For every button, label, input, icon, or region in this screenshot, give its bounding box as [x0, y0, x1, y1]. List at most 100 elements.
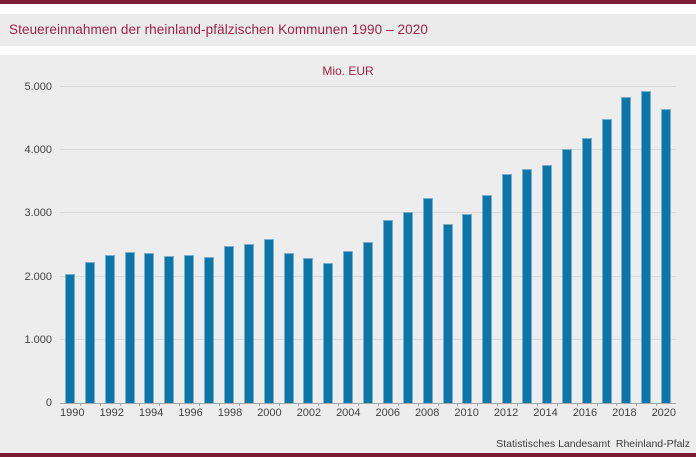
bar-2011: [482, 195, 493, 403]
x-tick-label: [400, 407, 415, 419]
bar-2003: [323, 263, 334, 403]
x-tick-label: [124, 407, 139, 419]
x-axis-tick: [397, 403, 399, 406]
x-axis-tick: [656, 403, 658, 406]
bar-slot: [140, 87, 160, 403]
bar-slot: [636, 87, 656, 403]
x-axis-tick: [79, 403, 81, 406]
bar-slot: [199, 87, 219, 403]
x-tick-label: [361, 407, 376, 419]
x-axis-tick: [477, 403, 479, 406]
x-axis-tick: [119, 403, 121, 406]
bar-1992: [104, 255, 115, 403]
bar-slot: [517, 87, 537, 403]
x-tick-label: 2010: [454, 407, 479, 419]
bar-2014: [541, 165, 552, 403]
x-axis-tick: [517, 403, 519, 406]
bar-slot: [239, 87, 259, 403]
chart-panel: Mio. EUR 0 1.000 2.000 3.000 4.000 5.000 1990…: [0, 55, 696, 453]
x-axis-tick: [298, 403, 300, 406]
bar-1999: [243, 244, 254, 403]
title-band: Steuereinnahmen der rheinland-pfälzische…: [0, 14, 696, 46]
y-tick-label: 4.000: [24, 144, 52, 157]
bar-2008: [422, 197, 433, 403]
bar-slot: [179, 87, 199, 403]
x-axis-tick: [536, 403, 538, 406]
x-tick-label: [203, 407, 218, 419]
bar-slot: [338, 87, 358, 403]
bar-2020: [661, 109, 672, 403]
x-tick-label: 1994: [138, 407, 164, 419]
bar-2004: [343, 250, 354, 403]
y-tick-label: 2.000: [24, 270, 52, 283]
bar-slot: [358, 87, 378, 403]
x-tick-label: [242, 407, 257, 419]
x-tick-label: 1990: [60, 407, 85, 419]
x-tick-label: 2020: [651, 407, 677, 419]
x-tick-label: 2004: [336, 407, 361, 419]
bar-1991: [84, 262, 95, 403]
x-tick-label: 2008: [414, 407, 440, 419]
x-tick-label: 2002: [296, 407, 322, 419]
x-tick-label: 2018: [612, 407, 637, 419]
bar-slot: [477, 87, 497, 403]
x-axis-tick: [218, 403, 220, 406]
x-tick-label: 2012: [493, 407, 519, 419]
x-tick-label: [479, 407, 494, 419]
bar-slot: [100, 87, 120, 403]
bar-slot: [656, 87, 676, 403]
x-tick-label: 2006: [375, 407, 400, 419]
bar-1996: [184, 255, 195, 403]
bar-slot: [418, 87, 438, 403]
plot-area: [60, 86, 676, 406]
bar-slot: [617, 87, 637, 403]
bar-2006: [382, 220, 393, 403]
bar-1994: [144, 252, 155, 403]
bar-2001: [283, 252, 294, 403]
x-tick-label: 1998: [217, 407, 243, 419]
bar-slot: [299, 87, 319, 403]
x-axis-tick: [159, 403, 161, 406]
bar-slot: [378, 87, 398, 403]
bar-2007: [402, 211, 413, 403]
page-title: Steuereinnahmen der rheinland-pfälzische…: [9, 22, 428, 37]
x-tick-label: [558, 407, 573, 419]
x-axis-tick: [437, 403, 439, 406]
bar-slot: [120, 87, 140, 403]
x-axis-line: [60, 403, 676, 404]
x-axis-tick: [457, 403, 459, 406]
x-tick-label: 2014: [533, 407, 558, 419]
x-tick-label: [282, 407, 297, 419]
gridline: [60, 86, 676, 87]
bar-2005: [363, 242, 374, 403]
bar-slot: [577, 87, 597, 403]
bar-slot: [219, 87, 239, 403]
x-axis-tick: [417, 403, 419, 406]
x-axis-tick: [199, 403, 201, 406]
bar-1990: [64, 274, 75, 403]
source-credit: Statistisches Landesamt Rheinland-Pfalz: [496, 438, 690, 450]
bar-2013: [522, 169, 533, 403]
bar-slot: [398, 87, 418, 403]
x-axis-tick: [636, 403, 638, 406]
bar-slot: [597, 87, 617, 403]
bar-2012: [502, 173, 513, 403]
bar-slot: [557, 87, 577, 403]
x-axis-tick: [576, 403, 578, 406]
bar-slot: [159, 87, 179, 403]
y-tick-label: 3.000: [24, 207, 52, 220]
bar-2002: [303, 258, 314, 403]
x-axis-tick: [596, 403, 598, 406]
x-axis-tick: [318, 403, 320, 406]
y-axis-labels: 0 1.000 2.000 3.000 4.000 5.000: [0, 81, 52, 409]
bar-1997: [204, 257, 215, 403]
bar-slot: [279, 87, 299, 403]
chart-unit-label: Mio. EUR: [322, 64, 374, 78]
bar-2016: [581, 138, 592, 403]
y-tick-label: 0: [45, 397, 52, 409]
bar-slot: [60, 87, 80, 403]
x-tick-label: 2000: [257, 407, 282, 419]
x-axis-tick: [556, 403, 558, 406]
bar-1998: [223, 246, 234, 403]
